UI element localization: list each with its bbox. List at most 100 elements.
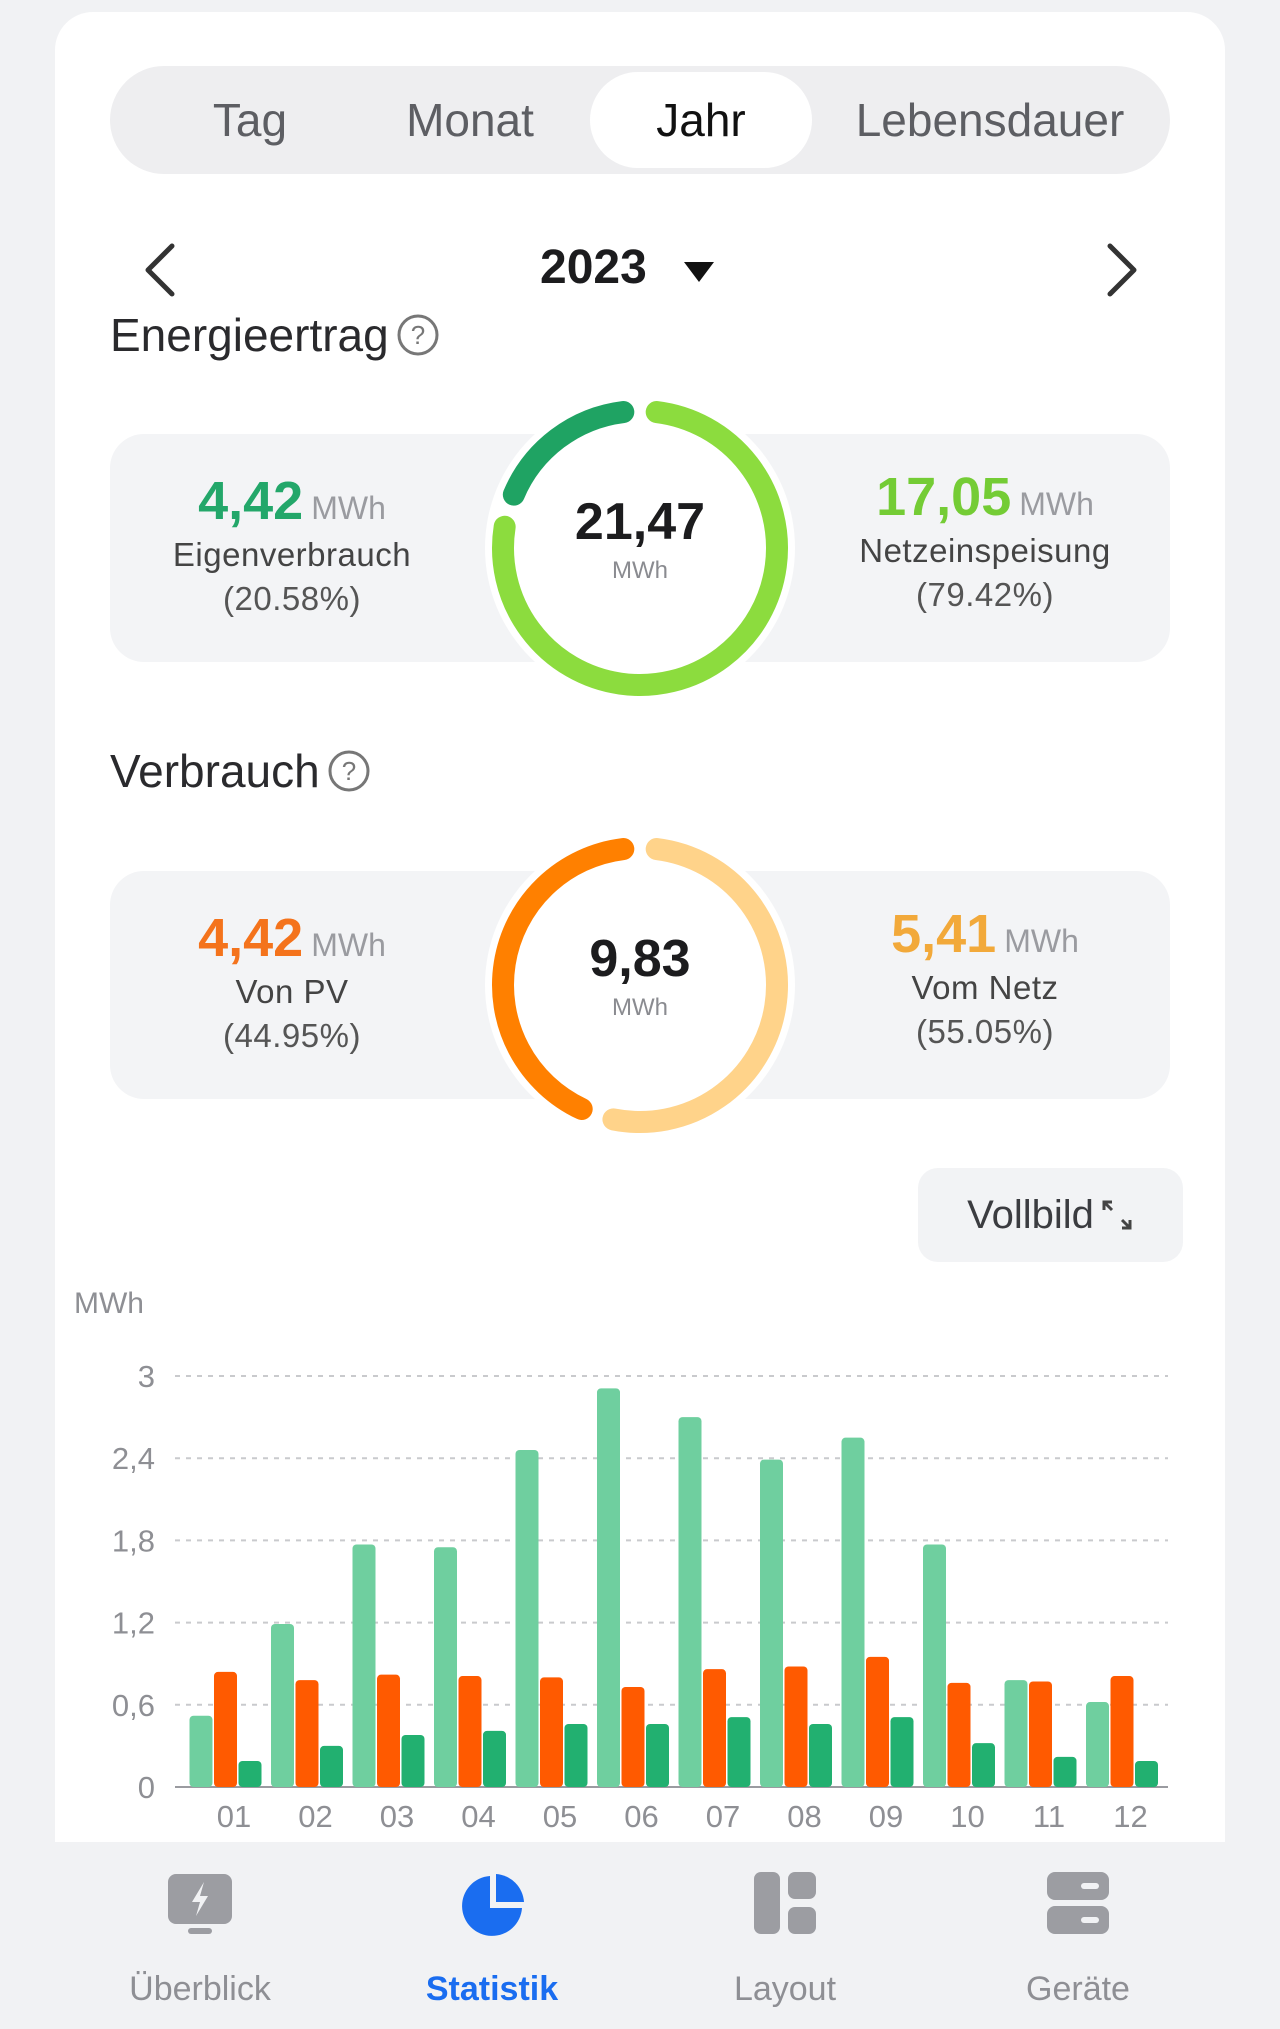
x-tick-label: 11 (1033, 1799, 1065, 1834)
devices-stack-icon (1047, 1872, 1109, 1934)
x-tick-label: 09 (869, 1799, 903, 1834)
bar-12-s1 (1086, 1702, 1109, 1787)
chevron-right-icon (1107, 243, 1137, 297)
year-selector[interactable]: 2023 (540, 240, 740, 302)
bar-09-s2 (866, 1656, 889, 1787)
bar-02-s1 (271, 1623, 294, 1787)
consumption-segment-right (602, 838, 788, 1133)
period-tabs: Tag Monat Jahr Lebensdauer (110, 66, 1170, 174)
bar-01-s3 (238, 1760, 262, 1787)
bar-03-s2 (377, 1674, 400, 1787)
tab-tag[interactable]: Tag (212, 94, 288, 146)
tab-jahr[interactable]: Jahr (590, 72, 812, 168)
bar-08-s2 (784, 1666, 808, 1787)
grid-feed-in-label: Netzeinspeisung (859, 532, 1111, 569)
bar-02-s3 (320, 1745, 343, 1787)
layout-grid-icon (754, 1872, 816, 1934)
grid-feed-in-value: 17,05 (876, 467, 1012, 527)
svg-text:?: ? (341, 756, 355, 786)
from-pv-value: 4,42 (198, 908, 304, 968)
energy-yield-total: 21,47 (574, 493, 706, 551)
y-tick-label: 3 (138, 1359, 155, 1394)
from-grid-percent: (55.05%) (916, 1013, 1054, 1050)
from-pv-stat: 4,42 MWh Von PV (44.95%) (142, 907, 442, 1055)
x-tick-label: 10 (950, 1799, 984, 1834)
bar-05-s2 (540, 1677, 563, 1787)
y-tick-label: 2,4 (112, 1441, 155, 1476)
nav-ueberblick[interactable]: Überblick (70, 1870, 330, 2009)
self-consumption-unit: MWh (311, 490, 386, 526)
from-grid-label: Vom Netz (911, 969, 1059, 1006)
x-tick-label: 02 (298, 1799, 332, 1834)
caret-down-icon (684, 262, 714, 282)
energy-yield-total-unit: MWh (612, 557, 668, 584)
pie-chart-icon (462, 1874, 524, 1936)
from-pv-percent: (44.95%) (223, 1017, 361, 1054)
tab-lebensdauer[interactable]: Lebensdauer (855, 94, 1125, 146)
from-grid-value: 5,41 (891, 904, 997, 964)
help-icon[interactable]: ? (326, 748, 372, 794)
bar-03-s1 (352, 1544, 376, 1787)
svg-text:?: ? (410, 320, 424, 350)
self-consumption-percent: (20.58%) (223, 580, 361, 617)
help-icon[interactable]: ? (395, 312, 441, 358)
bar-11-s3 (1053, 1756, 1077, 1787)
nav-layout[interactable]: Layout (655, 1870, 915, 2009)
bar-06-s3 (646, 1723, 669, 1787)
consumption-title: Verbrauch ? (110, 744, 372, 798)
from-grid-unit: MWh (1004, 923, 1079, 959)
bar-12-s3 (1135, 1760, 1158, 1787)
next-year-button[interactable] (1090, 240, 1150, 300)
x-tick-label: 01 (217, 1799, 251, 1834)
previous-year-button[interactable] (132, 240, 192, 300)
y-tick-label: 0 (138, 1770, 155, 1805)
consumption-segment-left (492, 838, 635, 1120)
tablet-bolt-icon (168, 1874, 232, 1934)
bar-03-s3 (401, 1734, 425, 1787)
energy-yield-segment-right (492, 401, 788, 696)
bar-06-s1 (597, 1388, 620, 1787)
consumption-total-unit: MWh (612, 994, 668, 1021)
grid-feed-in-unit: MWh (1019, 486, 1094, 522)
year-label: 2023 (540, 241, 647, 294)
y-tick-label: 1,8 (112, 1523, 155, 1558)
bar-11-s2 (1029, 1681, 1052, 1787)
fullscreen-button[interactable]: Vollbild (918, 1168, 1183, 1262)
bar-08-s1 (760, 1459, 783, 1787)
x-tick-label: 05 (543, 1799, 577, 1834)
bottom-navigation: Überblick Statistik Layout (0, 1842, 1280, 2029)
bar-10-s3 (972, 1743, 995, 1787)
energy-yield-title: Energieertrag ? (110, 308, 441, 362)
tab-monat[interactable]: Monat (406, 94, 534, 146)
bar-02-s2 (295, 1680, 319, 1787)
self-consumption-stat: 4,42 MWh Eigenverbrauch (20.58%) (142, 470, 442, 618)
y-tick-label: 0,6 (112, 1688, 155, 1723)
bar-07-s3 (727, 1717, 751, 1787)
from-grid-stat: 5,41 MWh Vom Netz (55.05%) (835, 903, 1135, 1051)
grid-feed-in-stat: 17,05 MWh Netzeinspeisung (79.42%) (835, 466, 1135, 614)
bar-04-s2 (458, 1676, 482, 1787)
bar-09-s1 (841, 1437, 865, 1787)
bar-07-s1 (678, 1417, 702, 1787)
y-axis-unit-label: MWh (74, 1287, 144, 1320)
consumption-total: 9,83 (589, 930, 691, 988)
bar-01-s2 (214, 1671, 237, 1787)
from-pv-unit: MWh (311, 927, 386, 963)
bar-06-s2 (621, 1686, 645, 1787)
nav-geraete[interactable]: Geräte (948, 1870, 1208, 2009)
energy-yield-donut (492, 401, 788, 696)
bar-09-s3 (890, 1717, 914, 1787)
bar-08-s3 (809, 1723, 832, 1787)
x-tick-label: 08 (787, 1799, 821, 1834)
nav-statistik[interactable]: Statistik (362, 1870, 622, 2009)
x-tick-label: 03 (380, 1799, 414, 1834)
x-tick-label: 06 (624, 1799, 658, 1834)
grid-feed-in-percent: (79.42%) (916, 576, 1054, 613)
from-pv-label: Von PV (235, 973, 349, 1010)
consumption-donut (492, 838, 788, 1133)
bar-10-s1 (923, 1544, 946, 1787)
bar-07-s2 (703, 1669, 726, 1787)
y-tick-label: 1,2 (112, 1606, 155, 1641)
bar-01-s1 (189, 1715, 213, 1787)
monthly-energy-chart: MWh 0 0,6 1,2 1,8 2,4 3 01 02 03 04 05 06 07 08 09 10 11 1… (74, 1287, 1168, 1834)
